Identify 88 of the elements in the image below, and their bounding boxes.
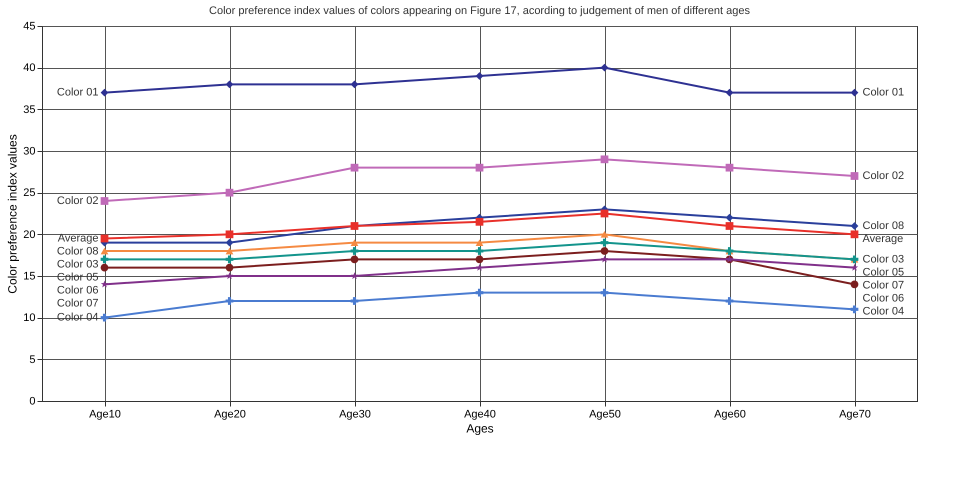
point	[726, 297, 734, 305]
point	[726, 164, 734, 172]
y-tick-label: 25	[23, 187, 36, 200]
point	[600, 210, 608, 218]
text: Color 02	[862, 170, 904, 182]
point	[226, 272, 234, 280]
point	[726, 222, 734, 230]
point	[226, 297, 234, 305]
point	[226, 188, 234, 197]
text: Color 08	[862, 220, 904, 232]
point	[226, 264, 234, 272]
point	[850, 172, 858, 180]
series-label: Color 06	[862, 292, 904, 304]
point	[600, 64, 608, 72]
point	[226, 80, 234, 88]
point	[100, 248, 108, 254]
point	[600, 247, 608, 255]
point	[100, 280, 108, 288]
point	[100, 197, 108, 205]
point	[476, 255, 484, 264]
point	[350, 164, 358, 172]
point	[226, 255, 234, 264]
point	[600, 238, 608, 247]
y-tick-label: 40	[23, 62, 36, 74]
point	[100, 314, 108, 322]
point	[726, 214, 734, 222]
text: Color 03	[862, 253, 904, 266]
y-tick-label: 0	[29, 396, 36, 408]
y-tick-label: 30	[23, 146, 36, 158]
point	[350, 247, 358, 255]
text: Color 04	[862, 305, 904, 318]
point	[476, 239, 484, 246]
x-tick-label: Age30	[339, 408, 371, 420]
text: Color 07	[56, 298, 98, 310]
point	[726, 88, 734, 97]
point	[350, 80, 358, 88]
x-tick-label: Age20	[214, 408, 246, 420]
series-label: Color 03	[56, 258, 98, 270]
point	[350, 272, 358, 280]
point	[350, 239, 358, 246]
point	[476, 288, 484, 297]
point	[476, 218, 484, 226]
series-label: Color 05	[862, 266, 904, 278]
x-tick-label: Age50	[589, 408, 621, 420]
x-tick-label: Age70	[839, 408, 871, 420]
series-label: Color 02	[56, 195, 98, 207]
chart-title: Color preference index values of colors appearing on Figure 17, acording to judgement of men of different ages	[209, 5, 750, 17]
series-label: Average	[58, 232, 98, 244]
point	[600, 255, 608, 262]
y-tick-label: 45	[23, 20, 36, 32]
series-label: Color 01	[56, 86, 98, 99]
point	[850, 264, 858, 271]
point	[476, 247, 484, 255]
point	[850, 305, 858, 314]
point	[850, 280, 858, 288]
point	[476, 164, 484, 172]
point	[850, 88, 858, 97]
point	[100, 234, 108, 242]
y-tick-label: 35	[23, 104, 36, 116]
y-tick-label: 20	[23, 228, 36, 241]
y-tick-label: 5	[29, 354, 36, 366]
point	[600, 288, 608, 297]
text: Color 01	[862, 86, 904, 99]
point	[226, 230, 234, 238]
y-tick-label: 15	[23, 270, 36, 282]
point	[476, 72, 484, 80]
x-tick-label: Age10	[89, 408, 121, 420]
point	[600, 230, 608, 238]
point	[226, 238, 234, 247]
y-tick-label: 10	[23, 312, 36, 324]
point	[100, 264, 108, 272]
text: Color 06	[56, 284, 98, 296]
point	[350, 297, 358, 305]
point	[600, 155, 608, 164]
series-label: Color 08	[56, 246, 98, 258]
text: Average	[862, 233, 904, 245]
x-tick-label: Age60	[714, 408, 746, 420]
series-label: Color 07	[862, 279, 904, 292]
point	[850, 230, 858, 238]
point	[476, 264, 484, 271]
x-tick-label: Age40	[464, 408, 496, 420]
x-axis-title: Ages	[466, 422, 494, 436]
point	[350, 255, 358, 264]
point	[226, 248, 234, 254]
y-axis-title: Color preference index values	[5, 134, 20, 294]
point	[850, 222, 858, 230]
point	[100, 255, 108, 264]
point	[100, 88, 108, 97]
